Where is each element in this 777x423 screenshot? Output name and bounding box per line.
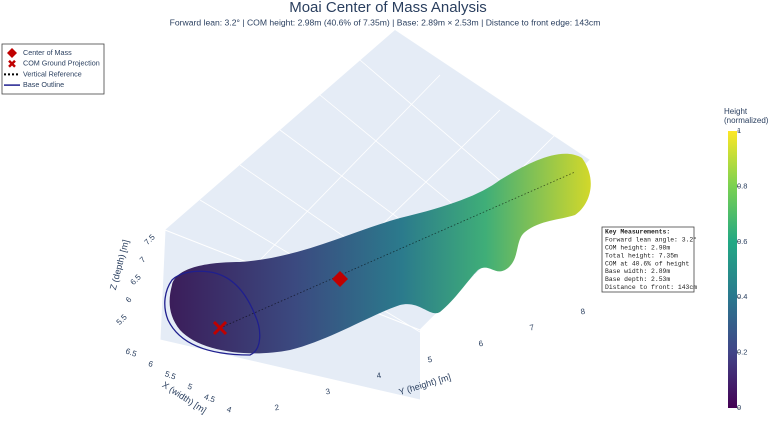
legend-label: Vertical Reference xyxy=(23,69,82,78)
vertical-reference xyxy=(219,171,576,329)
annotation-line: Distance to front: 143cm xyxy=(605,284,697,291)
annotation-line: Total height: 7.35m xyxy=(605,252,678,259)
annotation-line: Base depth: 2.53m xyxy=(605,276,670,283)
com-projection xyxy=(212,320,228,336)
colorbar-tick-label: 0.4 xyxy=(737,292,747,301)
axis-tick-label: 6 xyxy=(478,339,485,349)
annotation-line: COM height: 2.98m xyxy=(605,244,670,251)
chart-subtitle: Forward lean: 3.2° | COM height: 2.98m (… xyxy=(170,17,601,27)
annotation-line: Key Measurements: xyxy=(605,229,670,236)
base-outline xyxy=(164,270,261,356)
axis-tick-label: 5 xyxy=(427,355,434,365)
legend-item: Base Outline xyxy=(4,80,64,89)
legend-item: COM Ground Projection xyxy=(8,59,100,68)
axis-tick-label: 5 xyxy=(186,382,194,392)
colorbar-tick-label: 1 xyxy=(737,126,741,135)
axis-tick-label: 6.5 xyxy=(129,272,144,287)
axis-tick-label: 7 xyxy=(138,255,148,265)
chart-title: Moai Center of Mass Analysis xyxy=(289,0,487,16)
colorbar-tick-label: 0.2 xyxy=(737,348,747,357)
axis-tick-label: 4 xyxy=(376,371,383,381)
legend-symbol xyxy=(8,59,16,68)
axis-tick-label: 8 xyxy=(580,307,587,317)
axis-tick-label: 2 xyxy=(274,403,281,413)
legend-symbol xyxy=(7,48,17,58)
legend-box xyxy=(1,43,105,95)
axis-title: Z (depth) [m] xyxy=(108,239,131,291)
axis-tick-label: 6 xyxy=(147,359,155,369)
axis-tick-label: 5.5 xyxy=(164,369,178,381)
colorbar-tick-label: 0 xyxy=(737,403,741,412)
colorbar xyxy=(728,131,737,408)
colorbar-title-box: Height (normalized) xyxy=(724,107,769,125)
colorbar-tick-label: 0.8 xyxy=(737,181,747,190)
axis-tick-label: 4 xyxy=(226,405,234,415)
axis-title: X (width) [m] xyxy=(160,380,208,416)
annotation-line: Forward lean angle: 3.2° xyxy=(605,236,697,244)
legend-label: COM Ground Projection xyxy=(23,59,100,68)
axis-tick-label: 4.5 xyxy=(203,392,217,404)
colorbar-title: Height (normalized) xyxy=(724,107,769,125)
com-marker xyxy=(332,271,348,287)
colorbar-tick-label: 0.6 xyxy=(737,237,747,246)
axis-tick-label: 7 xyxy=(529,323,536,333)
axis-tick-label: 6 xyxy=(124,295,134,305)
axis-tick-label: 6.5 xyxy=(124,347,138,359)
annotation-line: Base width: 2.89m xyxy=(605,268,670,275)
legend-label: Base Outline xyxy=(23,80,64,89)
axis-tick-label: 5.5 xyxy=(115,312,130,327)
legend-item: Vertical Reference xyxy=(4,69,82,78)
annotation-box xyxy=(601,226,695,293)
legend-item: Center of Mass xyxy=(7,48,72,58)
axis-tick-label: 7.5 xyxy=(143,232,158,247)
legend-label: Center of Mass xyxy=(23,48,72,57)
axis-tick-label: 3 xyxy=(325,387,332,397)
annotation-line: COM at 40.6% of height xyxy=(605,260,690,267)
